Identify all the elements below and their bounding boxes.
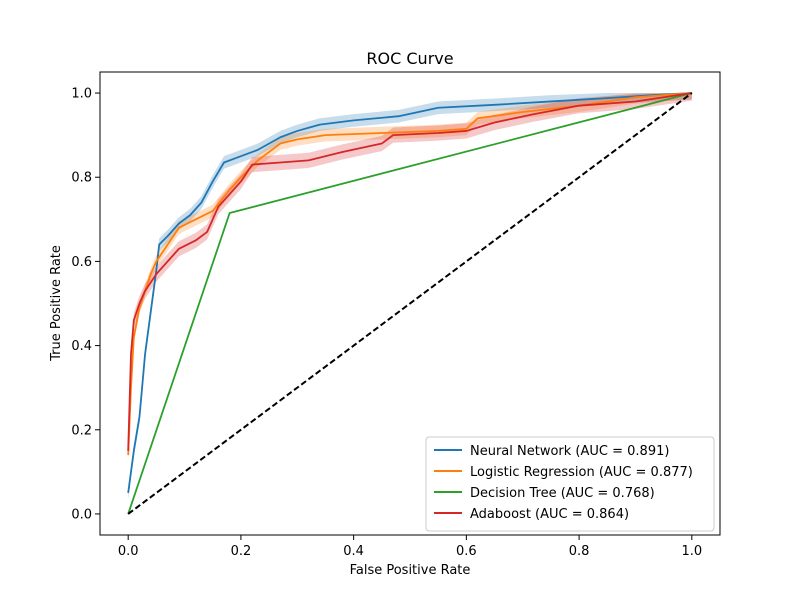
- decision-tree-line: [127, 92, 693, 515]
- logistic-regression-line: [127, 92, 692, 456]
- y-tick-label: 0.0: [71, 507, 92, 522]
- y-tick-label: 1.0: [71, 87, 92, 102]
- legend-entry-label: Neural Network (AUC = 0.891): [470, 444, 669, 459]
- x-tick-label: 0.0: [118, 544, 139, 559]
- neural-network-line: [127, 92, 692, 494]
- x-tick-label: 0.4: [343, 544, 364, 559]
- legend-entry-label: Logistic Regression (AUC = 0.877): [470, 465, 693, 480]
- x-ticks: 0.0 0.2 0.4 0.6 0.8 1.0: [118, 535, 702, 559]
- chance-diagonal-line: [127, 92, 693, 515]
- y-ticks: 0.0 0.2 0.4 0.6 0.8 1.0: [71, 87, 100, 522]
- plot-frame: [99, 71, 721, 536]
- y-tick-label: 0.4: [71, 339, 92, 354]
- series-lines: [127, 92, 693, 515]
- chart-title: ROC Curve: [366, 49, 453, 68]
- y-tick-label: 0.2: [71, 423, 92, 438]
- legend-entry-label: Adaboost (AUC = 0.864): [470, 507, 629, 522]
- y-tick-label: 0.8: [71, 171, 92, 186]
- y-axis-label: True Positive Rate: [49, 245, 64, 362]
- adaboost-line: [127, 92, 692, 451]
- x-tick-label: 0.8: [569, 544, 590, 559]
- adaboost-band: [128, 93, 692, 459]
- legend: Neural Network (AUC = 0.891) Logistic Reg…: [425, 436, 715, 532]
- legend-entry-label: Decision Tree (AUC = 0.768): [470, 486, 655, 501]
- x-tick-label: 1.0: [681, 544, 702, 559]
- legend-box: [425, 436, 715, 532]
- x-axis-label: False Positive Rate: [350, 563, 471, 578]
- logistic-regression-band: [128, 93, 692, 462]
- x-tick-label: 0.2: [231, 544, 252, 559]
- x-tick-label: 0.6: [456, 544, 477, 559]
- y-tick-label: 0.6: [71, 255, 92, 270]
